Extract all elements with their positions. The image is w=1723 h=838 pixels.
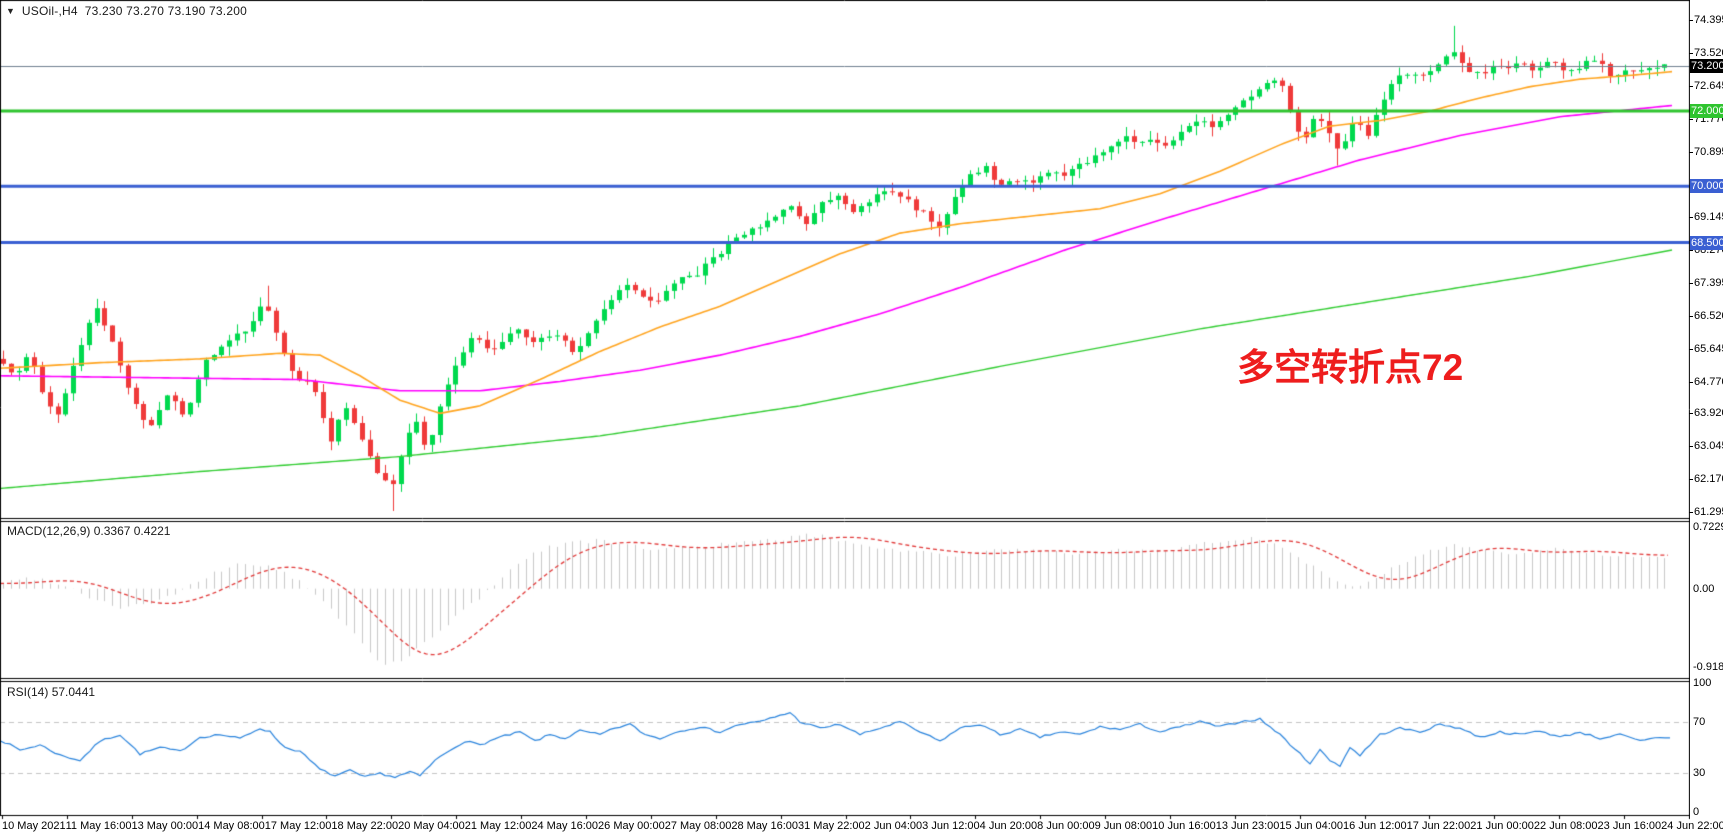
price-axis-label: 66.520 xyxy=(1689,310,1723,323)
hline-badge-blue-high: 70.000 xyxy=(1690,179,1723,194)
symbol-period-label: USOil-,H4 xyxy=(21,4,78,18)
price-axis-label: 65.645 xyxy=(1689,343,1723,356)
price-axis-label: 62.170 xyxy=(1689,473,1723,486)
macd-indicator-values: 0.3367 0.4221 xyxy=(93,524,171,538)
hline-badge-green: 72.000 xyxy=(1690,104,1723,119)
macd-indicator-name: MACD(12,26,9) xyxy=(7,524,91,538)
time-label: 11 May 16:00 xyxy=(65,820,132,832)
time-label: 23 Jun 16:00 xyxy=(1597,820,1662,832)
time-axis: 10 May 2021 11 May 16:00 13 May 00:00 14 Ma… xyxy=(2,820,1723,832)
macd-axis-label: 0.7229 xyxy=(1693,521,1723,533)
time-label: 20 May 04:00 xyxy=(398,820,465,832)
time-label: 28 May 16:00 xyxy=(731,820,799,832)
time-label: 21 Jun 00:00 xyxy=(1470,820,1534,832)
macd-axis-label: 0.00 xyxy=(1693,582,1715,595)
price-axis-label: 74.395 xyxy=(1689,14,1723,27)
time-label: 15 Jun 04:00 xyxy=(1279,820,1344,832)
time-label: 26 May 00:00 xyxy=(598,820,665,832)
rsi-axis-label: 100 xyxy=(1693,677,1712,689)
time-label: 8 Jun 00:00 xyxy=(1037,820,1095,832)
time-label: 9 Jun 08:00 xyxy=(1094,820,1153,832)
time-label: 24 Jun 22:00 xyxy=(1661,820,1723,832)
time-label: 27 May 08:00 xyxy=(664,820,732,832)
price-axis-label: 63.045 xyxy=(1689,440,1723,453)
price-axis-label: 69.145 xyxy=(1689,211,1723,224)
price-axis-label: 61.295 xyxy=(1689,506,1723,519)
time-label: 17 Jun 22:00 xyxy=(1406,820,1471,832)
time-label: 21 May 12:00 xyxy=(464,820,532,832)
symbol-dropdown-icon[interactable]: ▼ xyxy=(6,6,15,16)
rsi-indicator-value: 57.0441 xyxy=(51,685,96,699)
time-label: 16 Jun 12:00 xyxy=(1343,820,1407,832)
time-label: 4 Jun 20:00 xyxy=(979,820,1038,832)
hline-badge-blue-low: 68.500 xyxy=(1690,235,1723,250)
price-axis-label: 73.520 xyxy=(1689,47,1723,60)
price-axis-label: 64.770 xyxy=(1689,376,1723,389)
time-label: 17 May 12:00 xyxy=(264,820,332,832)
time-label: 18 May 22:00 xyxy=(331,820,399,832)
time-label: 2 Jun 04:00 xyxy=(864,820,923,832)
time-label: 31 May 22:00 xyxy=(798,820,865,832)
time-label: 24 May 16:00 xyxy=(531,820,599,832)
rsi-axis-label: 0 xyxy=(1693,806,1700,818)
price-axis-label: 70.895 xyxy=(1689,146,1723,159)
chart-header: ▼ USOil-,H4 73.230 73.270 73.190 73.200 xyxy=(6,4,247,18)
macd-panel-header: MACD(12,26,9) 0.3367 0.4221 xyxy=(7,524,170,538)
rsi-indicator-name: RSI(14) xyxy=(7,685,49,699)
rsi-panel-header: RSI(14) 57.0441 xyxy=(7,685,95,699)
rsi-axis-label: 70 xyxy=(1693,715,1706,728)
time-label: 13 Jun 23:00 xyxy=(1215,820,1280,832)
current-price-badge: 73.200 xyxy=(1690,59,1723,74)
time-label: 10 May 2021 xyxy=(2,820,66,832)
price-axis-label: 63.920 xyxy=(1689,407,1723,420)
macd-axis-label: -0.9185 xyxy=(1693,661,1723,673)
time-label: 14 May 08:00 xyxy=(198,820,265,832)
price-axis-label: 67.395 xyxy=(1689,277,1723,290)
rsi-axis-label: 30 xyxy=(1693,767,1706,780)
time-label: 3 Jun 12:00 xyxy=(922,820,980,832)
ohlc-readout: 73.230 73.270 73.190 73.200 xyxy=(84,4,247,18)
chart-text-annotation[interactable]: 多空转折点72 xyxy=(1237,347,1464,388)
time-label: 22 Jun 08:00 xyxy=(1533,820,1598,832)
price-axis-label: 72.645 xyxy=(1689,80,1723,93)
time-label: 10 Jun 16:00 xyxy=(1152,820,1216,832)
time-label: 13 May 00:00 xyxy=(131,820,199,832)
